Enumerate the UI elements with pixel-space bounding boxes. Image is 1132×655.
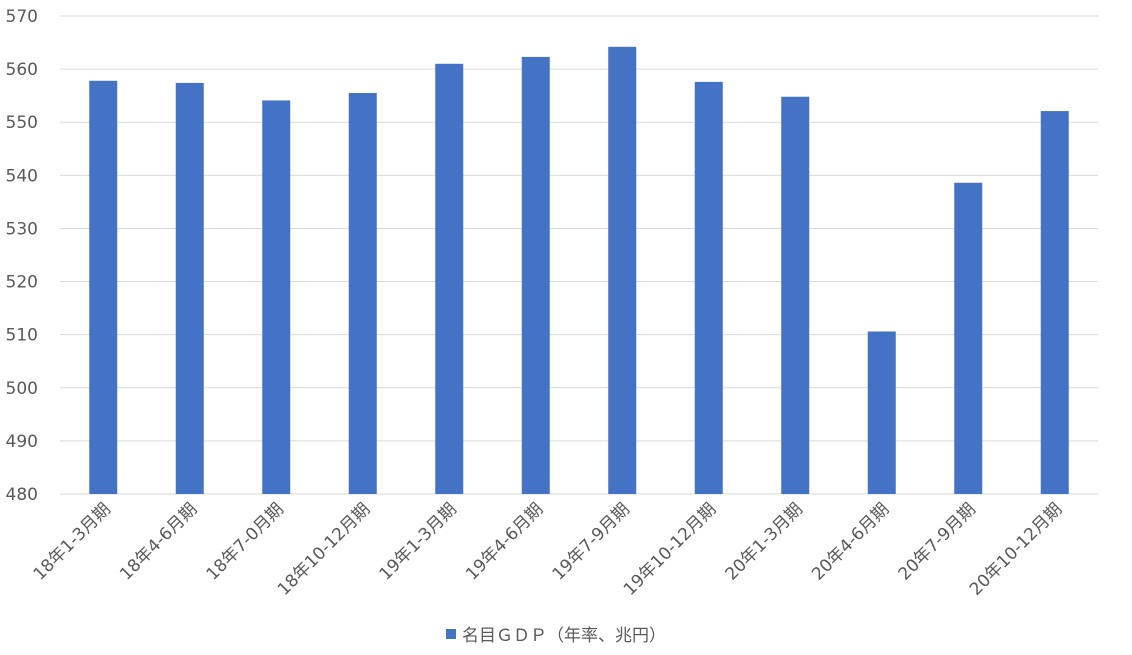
x-tick-label: 18年4-6月期	[116, 499, 201, 584]
x-tick-label: 19年7-9月期	[549, 499, 634, 584]
bar	[781, 96, 810, 495]
x-tick-label: 19年1-3月期	[376, 499, 461, 584]
y-tick-label: 530	[6, 219, 38, 239]
legend-label: 名目ＧＤＰ（年率、兆円）	[462, 626, 666, 646]
bar	[435, 63, 464, 495]
x-tick-label: 19年10-12月期	[620, 499, 720, 599]
y-axis: 480 490 500 510 520 530 540 550 560 570	[6, 7, 38, 505]
x-tick-label: 20年4-6月期	[808, 499, 893, 584]
bar	[694, 81, 723, 494]
y-tick-label: 510	[6, 326, 38, 346]
bar	[175, 82, 204, 495]
bars	[89, 46, 1069, 495]
gridlines	[60, 15, 1098, 495]
legend: 名目ＧＤＰ（年率、兆円）	[446, 626, 666, 646]
y-tick-label: 490	[6, 432, 38, 452]
bar	[521, 56, 550, 494]
y-tick-label: 560	[6, 60, 38, 80]
x-tick-label: 18年1-3月期	[30, 499, 115, 584]
legend-swatch	[446, 629, 456, 639]
bar	[348, 93, 377, 494]
bar	[262, 100, 291, 495]
x-tick-label: 20年10-12月期	[966, 499, 1066, 599]
bar	[89, 80, 118, 494]
x-tick-label: 20年7-9月期	[895, 499, 980, 584]
x-tick-label: 19年4-6月期	[462, 499, 547, 584]
bar	[1040, 111, 1069, 495]
y-tick-label: 480	[6, 485, 38, 505]
y-tick-label: 520	[6, 273, 38, 293]
y-tick-label: 540	[6, 166, 38, 186]
x-tick-label: 20年1-3月期	[722, 499, 807, 584]
y-tick-label: 550	[6, 113, 38, 133]
x-tick-label: 18年10-12月期	[274, 499, 374, 599]
bar	[608, 46, 637, 494]
bar	[867, 331, 896, 494]
y-tick-label: 570	[6, 7, 38, 27]
bar	[954, 182, 983, 494]
x-tick-label: 18年7-0月期	[203, 499, 288, 584]
y-tick-label: 500	[6, 379, 38, 399]
